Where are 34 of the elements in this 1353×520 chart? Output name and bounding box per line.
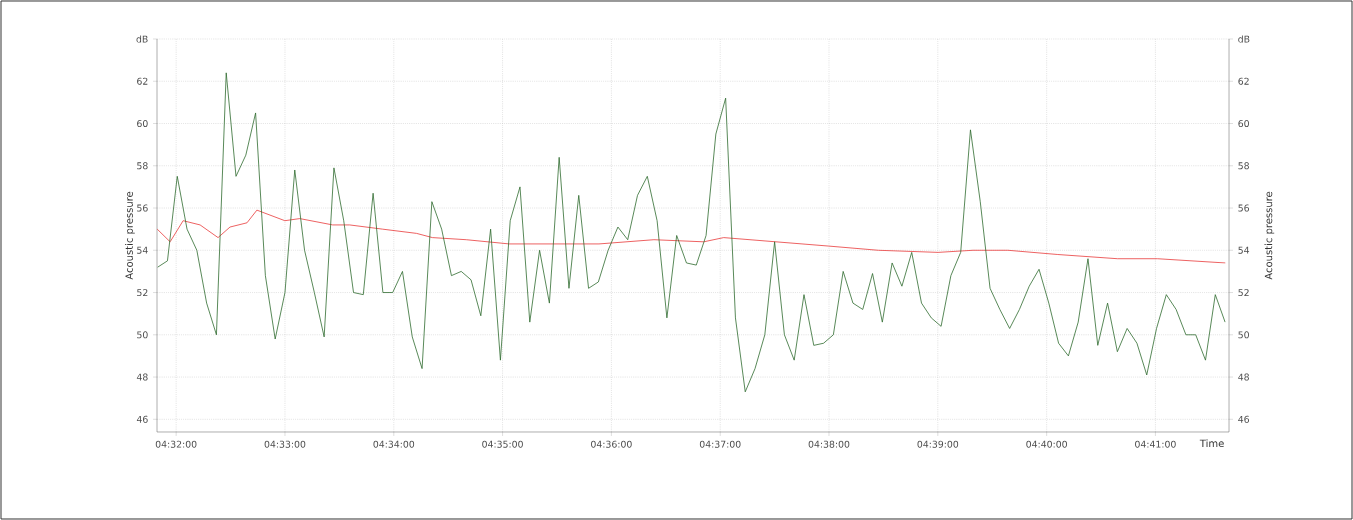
y-tick-label: 56: [137, 204, 148, 212]
y-tick-label: 54: [137, 246, 148, 254]
y2-tick-label: 62: [1238, 77, 1249, 85]
x-tick-label: 04:32:00: [155, 440, 197, 448]
y-tick-label: 46: [136, 415, 148, 423]
y-axis-title: Acoustic pressure: [125, 191, 135, 280]
y-tick-label: 60: [137, 119, 148, 128]
x-tick-label: 04:40:00: [1026, 440, 1067, 448]
y2-tick-label: 48: [1238, 373, 1249, 381]
x-tick-label: 04:35:00: [482, 440, 523, 448]
y2-tick-label: 46: [1238, 415, 1250, 423]
y2-tick-label: 56: [1238, 204, 1250, 212]
y2-tick-label: 58: [1238, 162, 1249, 170]
x-tick-label: 04:38:00: [808, 440, 850, 448]
line-series: [157, 72, 1226, 393]
x-tick-label: 04:33:00: [264, 440, 306, 448]
x-tick-label: 04:34:00: [373, 440, 415, 448]
y2-tick-label: 52: [1238, 289, 1249, 297]
y-tick-label: 50: [137, 331, 148, 339]
y-tick-label: 62: [137, 77, 148, 85]
y-tick-label: 58: [137, 162, 148, 170]
x-tick-label: 04:36:00: [591, 440, 632, 448]
y-tick-label: 52: [137, 289, 148, 297]
y2-tick-label: 50: [1238, 331, 1249, 339]
x-axis-title: Time: [1199, 439, 1224, 448]
x-tick-label: 04:39:00: [917, 440, 959, 448]
y-tick-label: 48: [136, 373, 148, 381]
y-tick-label: dB: [136, 35, 148, 43]
y2-tick-label: 54: [1238, 246, 1250, 254]
y2-axis-title: Acoustic pressure: [1264, 191, 1275, 280]
x-tick-label: 04:41:00: [1135, 440, 1176, 448]
y2-tick-label: 60: [1238, 119, 1249, 128]
x-tick-label: 04:37:00: [699, 440, 741, 448]
y2-tick-label: dB: [1238, 35, 1250, 43]
